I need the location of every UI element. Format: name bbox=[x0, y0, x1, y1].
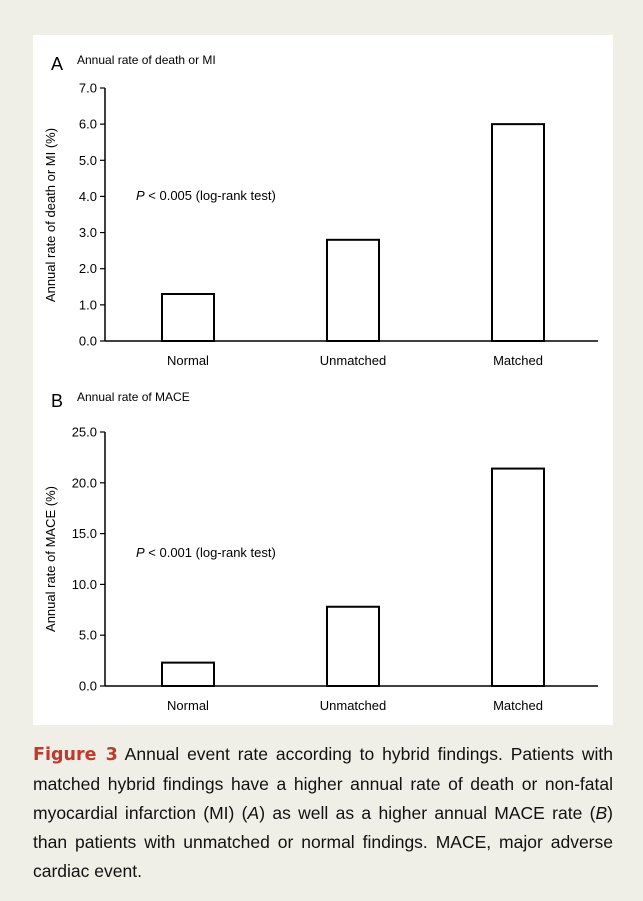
y-tick-label: 7.0 bbox=[79, 81, 97, 96]
figure-label: Figure 3 bbox=[33, 745, 118, 765]
panel-letter: B bbox=[51, 391, 63, 411]
p-value-text: < 0.001 (log-rank test) bbox=[145, 545, 276, 560]
panel-letter: A bbox=[51, 54, 63, 74]
y-tick-label: 3.0 bbox=[79, 225, 97, 240]
caption-ref-b: B bbox=[595, 803, 608, 823]
x-category-label: Unmatched bbox=[320, 698, 386, 713]
chart-title: Annual rate of death or MI bbox=[77, 53, 216, 67]
y-tick-label: 0.0 bbox=[79, 679, 97, 694]
x-category-label: Matched bbox=[493, 698, 543, 713]
y-tick-label: 1.0 bbox=[79, 297, 97, 312]
y-tick-label: 10.0 bbox=[72, 577, 97, 592]
y-tick-label: 15.0 bbox=[72, 526, 97, 541]
chart-title: Annual rate of MACE bbox=[77, 390, 190, 404]
y-tick-label: 6.0 bbox=[79, 117, 97, 132]
p-value-annotation: P < 0.001 (log-rank test) bbox=[136, 545, 276, 560]
figure-panel: A Annual rate of death or MI 0.0 1.0 2.0 3.0 4… bbox=[33, 35, 613, 725]
p-symbol: P bbox=[136, 545, 145, 560]
x-category-label: Normal bbox=[167, 698, 209, 713]
x-category-label: Matched bbox=[493, 353, 543, 368]
caption-mid: ) as well as a higher annual MACE rate ( bbox=[259, 803, 596, 823]
x-category-label: Normal bbox=[167, 353, 209, 368]
y-tick-label: 25.0 bbox=[72, 425, 97, 440]
y-tick-label: 0.0 bbox=[79, 334, 97, 349]
y-tick-label: 5.0 bbox=[79, 153, 97, 168]
chart-panel-b: B Annual rate of MACE 0.0 5.0 10.0 15.0 20.0 25… bbox=[43, 390, 598, 713]
y-tick-label: 5.0 bbox=[79, 628, 97, 643]
y-axis-label: Annual rate of MACE (%) bbox=[43, 486, 58, 632]
y-tick-label: 2.0 bbox=[79, 261, 97, 276]
y-tick-label: 20.0 bbox=[72, 475, 97, 490]
caption-lead: Annual event rate according to hybrid fi… bbox=[33, 744, 613, 823]
bar-unmatched bbox=[326, 238, 380, 342]
p-value-annotation: P < 0.005 (log-rank test) bbox=[136, 188, 276, 203]
figure-charts: A Annual rate of death or MI 0.0 1.0 2.0 3.0 4… bbox=[43, 53, 598, 713]
bar-matched bbox=[491, 123, 545, 343]
x-category-label: Unmatched bbox=[320, 353, 386, 368]
caption-ref-a: A bbox=[247, 803, 260, 823]
figure-caption: Figure 3 Annual event rate according to … bbox=[33, 740, 613, 886]
y-axis-label: Annual rate of death or MI (%) bbox=[43, 128, 58, 302]
y-tick-label: 4.0 bbox=[79, 189, 97, 204]
bar-unmatched bbox=[326, 605, 380, 688]
chart-panel-a: A Annual rate of death or MI 0.0 1.0 2.0 3.0 4… bbox=[43, 53, 598, 368]
bar-matched bbox=[491, 467, 545, 687]
p-symbol: P bbox=[136, 188, 145, 203]
caption-tail: ) than patients with unmatched or normal… bbox=[33, 803, 613, 881]
bar-normal bbox=[161, 661, 215, 688]
p-value-text: < 0.005 (log-rank test) bbox=[145, 188, 276, 203]
bar-normal bbox=[161, 293, 215, 342]
